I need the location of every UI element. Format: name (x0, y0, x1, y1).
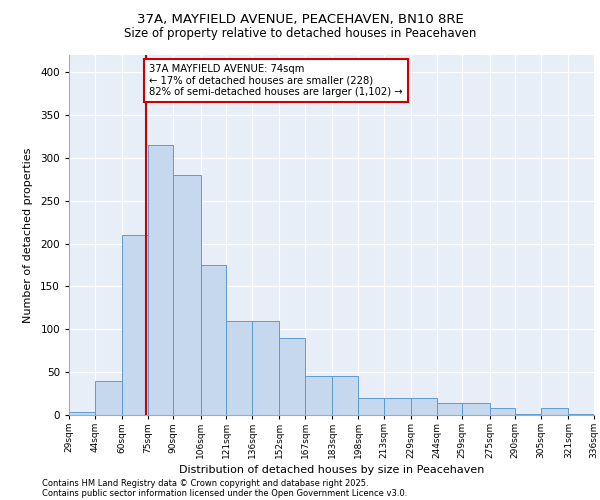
Bar (252, 320, 280, 415)
Bar (358, 398, 383, 415)
Bar (305, 376, 332, 415)
Bar (226, 320, 252, 415)
Text: 37A MAYFIELD AVENUE: 74sqm
← 17% of detached houses are smaller (228)
82% of sem: 37A MAYFIELD AVENUE: 74sqm ← 17% of deta… (149, 64, 403, 97)
Bar (541, 408, 568, 415)
Bar (200, 265, 226, 415)
Bar (122, 235, 148, 415)
Bar (463, 403, 490, 415)
Bar (69, 412, 95, 415)
Text: Contains HM Land Registry data © Crown copyright and database right 2025.: Contains HM Land Registry data © Crown c… (42, 478, 368, 488)
Bar (490, 408, 515, 415)
Text: Contains public sector information licensed under the Open Government Licence v3: Contains public sector information licen… (42, 488, 407, 498)
Bar (173, 175, 200, 415)
Bar (594, 412, 600, 415)
Bar (148, 145, 173, 415)
Bar (383, 398, 411, 415)
Bar (437, 403, 463, 415)
Bar (411, 398, 437, 415)
Bar (568, 414, 594, 415)
Bar (332, 376, 358, 415)
X-axis label: Distribution of detached houses by size in Peacehaven: Distribution of detached houses by size … (179, 466, 484, 475)
Bar (515, 414, 541, 415)
Text: Size of property relative to detached houses in Peacehaven: Size of property relative to detached ho… (124, 28, 476, 40)
Text: 37A, MAYFIELD AVENUE, PEACEHAVEN, BN10 8RE: 37A, MAYFIELD AVENUE, PEACEHAVEN, BN10 8… (137, 12, 463, 26)
Y-axis label: Number of detached properties: Number of detached properties (23, 148, 33, 322)
Bar (95, 380, 122, 415)
Bar (280, 338, 305, 415)
